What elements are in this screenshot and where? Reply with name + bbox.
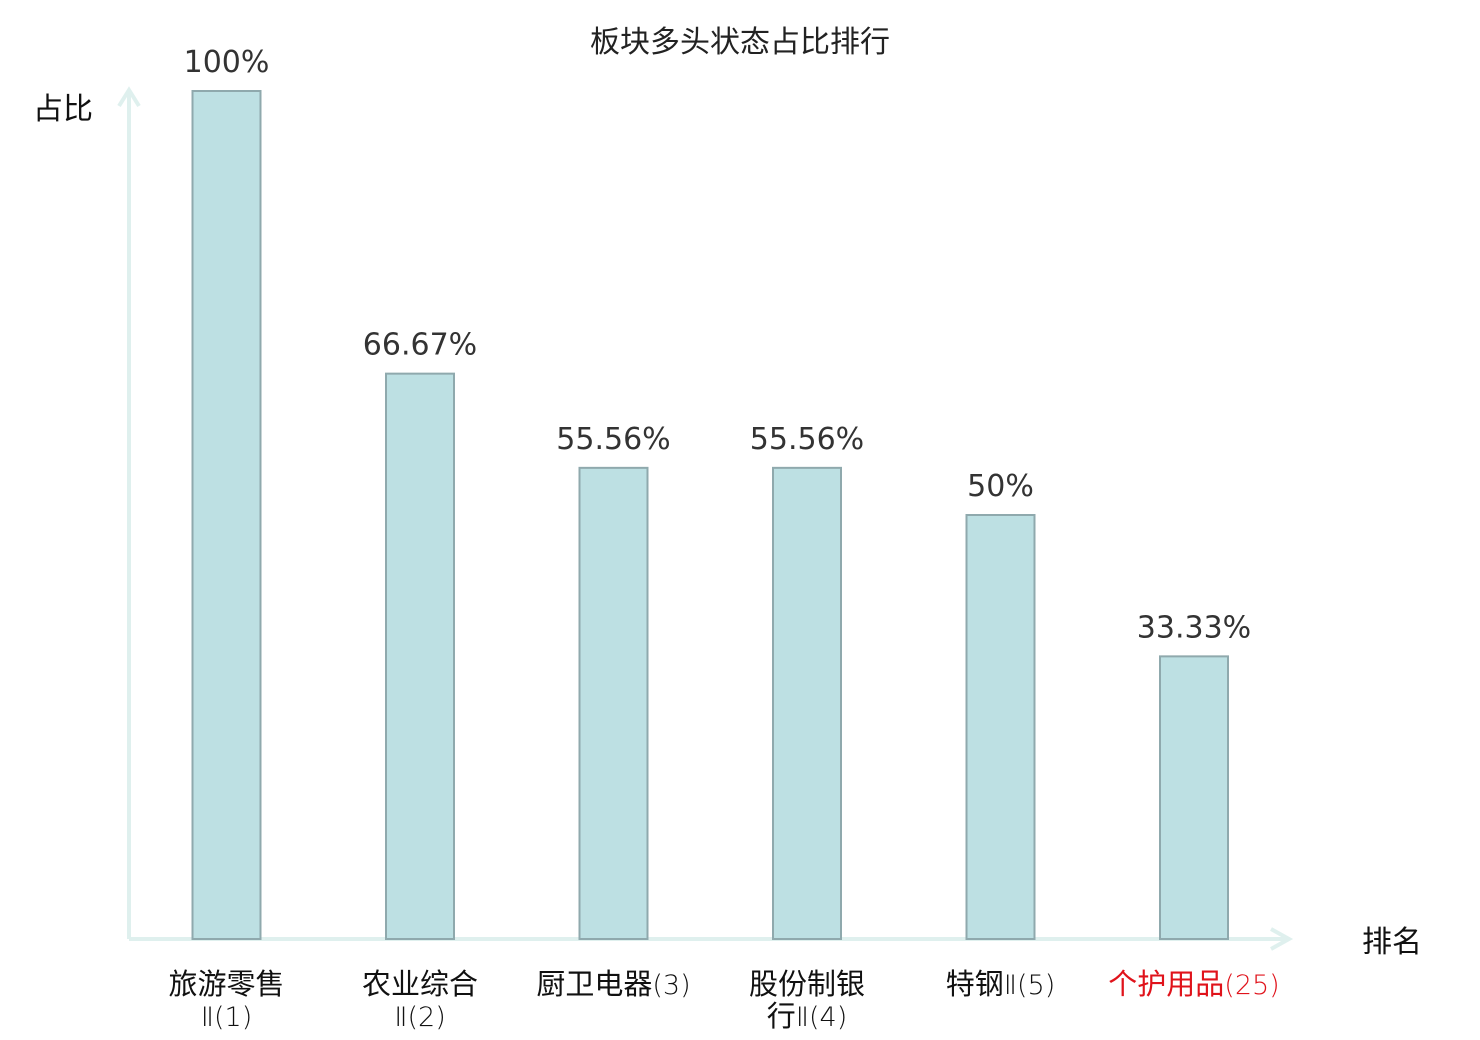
bar <box>385 372 455 940</box>
bar <box>1159 655 1229 940</box>
x-tick-label-line: 厨卫电器(3) <box>536 967 690 1001</box>
tick-name: 厨卫电器 <box>536 967 652 1001</box>
y-axis-label: 占比 <box>33 92 93 127</box>
bar <box>965 514 1036 940</box>
bars <box>191 90 1229 940</box>
tick-suffix: Ⅱ(5) <box>1004 970 1056 1001</box>
bar-value-label: 33.33% <box>1137 610 1251 645</box>
bar-value-label: 55.56% <box>556 422 670 457</box>
x-tick-label-line: 行Ⅱ(4) <box>767 999 848 1033</box>
tick-suffix: (25) <box>1224 970 1279 1001</box>
tick-suffix: Ⅱ(2) <box>394 1002 446 1033</box>
tick-suffix: Ⅱ(1) <box>201 1002 253 1033</box>
x-axis-arrow <box>1270 927 1294 951</box>
bar-value-label: 50% <box>967 469 1034 504</box>
x-tick-label-line: 个护用品(25) <box>1108 967 1279 1001</box>
bar <box>772 466 842 940</box>
x-tick-label: 厨卫电器(3) <box>536 967 690 1001</box>
axes <box>117 86 1294 951</box>
tick-name: 股份制银 <box>749 967 865 1001</box>
bar <box>578 466 649 940</box>
x-tick-label: 特钢Ⅱ(5) <box>946 967 1056 1001</box>
bar-value-label: 100% <box>184 45 270 80</box>
tick-name: 个护用品 <box>1108 967 1224 1001</box>
x-tick-label-line: 农业综合 <box>362 967 478 1001</box>
x-tick-label-line: Ⅱ(1) <box>201 1002 253 1033</box>
x-tick-label-line: 特钢Ⅱ(5) <box>946 967 1056 1001</box>
chart-title: 板块多头状态占比排行 <box>590 25 890 60</box>
y-axis-arrow <box>117 86 141 108</box>
tick-name: 特钢 <box>946 967 1004 1001</box>
tick-name: 行 <box>767 999 796 1033</box>
bar-value-label: 55.56% <box>750 422 864 457</box>
tick-suffix: Ⅱ(4) <box>796 1002 848 1033</box>
tick-suffix: (3) <box>652 970 690 1001</box>
tick-name: 旅游零售 <box>168 967 284 1001</box>
tick-name: 农业综合 <box>362 967 478 1001</box>
x-tick-label: 个护用品(25) <box>1108 967 1279 1001</box>
x-tick-label-line: 股份制银 <box>749 967 865 1001</box>
bar-value-label: 66.67% <box>363 328 477 363</box>
x-tick-label-line: Ⅱ(2) <box>394 1002 446 1033</box>
value-labels: 100% 66.67% 55.56% 55.56% 50% 33.33% <box>184 45 1252 645</box>
bar <box>191 90 262 940</box>
x-tick-label-line: 旅游零售 <box>168 967 284 1001</box>
x-axis-label: 排名 <box>1362 925 1422 960</box>
